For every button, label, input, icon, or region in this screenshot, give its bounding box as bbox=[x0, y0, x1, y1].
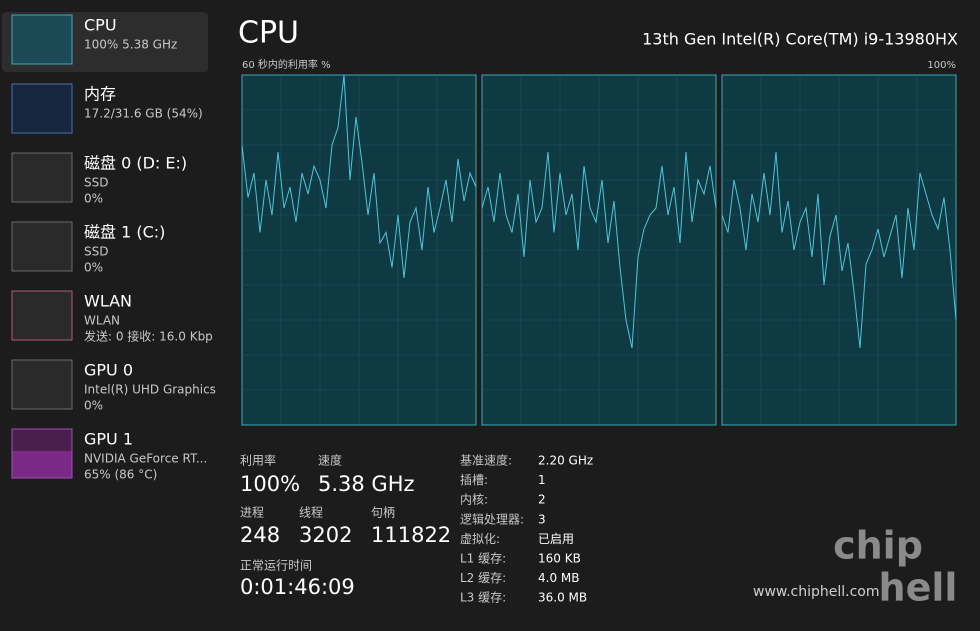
detail-value: 已启用 bbox=[538, 532, 574, 546]
stat-label: 线程 bbox=[299, 505, 323, 520]
detail-label: 基准速度: bbox=[460, 453, 512, 468]
detail-label: 虚拟化: bbox=[460, 532, 500, 546]
graph-label: 60 秒内的利用率 % bbox=[242, 58, 331, 71]
item-detail: 17.2/31.6 GB (54%) bbox=[84, 107, 203, 121]
item-detail: Intel(R) UHD Graphics bbox=[84, 383, 216, 397]
thumbnail bbox=[11, 221, 73, 272]
item-name: 磁盘 1 (C:) bbox=[84, 223, 165, 242]
item-name: CPU bbox=[84, 16, 117, 35]
detail-value: 160 KB bbox=[538, 552, 581, 566]
stat-value: 100% bbox=[240, 472, 300, 496]
detail-label: L2 缓存: bbox=[460, 571, 506, 585]
item-name: GPU 1 bbox=[84, 430, 133, 449]
detail-value: 4.0 MB bbox=[538, 571, 579, 585]
cpu-line bbox=[241, 74, 477, 279]
stat-value: 111822 bbox=[371, 523, 451, 547]
thumbnail bbox=[11, 152, 73, 203]
thumbnail bbox=[11, 83, 73, 134]
item-detail: 0% bbox=[84, 192, 103, 206]
item-name: 内存 bbox=[84, 85, 116, 104]
stat-label: 速度 bbox=[318, 453, 342, 468]
detail-label: 插槽: bbox=[460, 473, 488, 487]
detail-label: 内核: bbox=[460, 493, 488, 507]
thumbnail bbox=[11, 290, 73, 341]
item-detail: SSD bbox=[84, 176, 108, 190]
item-detail: WLAN bbox=[84, 314, 120, 328]
item-detail: 65% (86 °C) bbox=[84, 468, 157, 482]
stat-value: 248 bbox=[240, 523, 280, 547]
detail-value: 1 bbox=[538, 473, 546, 487]
logo: hell bbox=[879, 566, 958, 610]
cpu-line bbox=[721, 151, 957, 349]
item-detail: 发送: 0 接收: 16.0 Kbp bbox=[84, 329, 213, 344]
thumbnail bbox=[11, 14, 73, 65]
stat-label: 利用率 bbox=[240, 453, 276, 468]
detail-value: 2 bbox=[538, 493, 546, 507]
item-name: GPU 0 bbox=[84, 361, 133, 380]
logo: chip bbox=[833, 524, 923, 568]
stat-value: 3202 bbox=[299, 523, 352, 547]
detail-value: 2.20 GHz bbox=[538, 454, 593, 468]
item-detail: 0% bbox=[84, 261, 103, 275]
title: CPU bbox=[238, 16, 299, 51]
stat-label: 正常运行时间 bbox=[240, 559, 312, 573]
item-detail: SSD bbox=[84, 245, 108, 259]
thumbnail bbox=[11, 359, 73, 410]
stat-value: 0:01:46:09 bbox=[240, 575, 355, 599]
item-name: WLAN bbox=[84, 292, 132, 311]
stat-label: 句柄 bbox=[371, 506, 395, 520]
cpu-line bbox=[481, 151, 717, 349]
item-name: 磁盘 0 (D: E:) bbox=[84, 154, 187, 173]
detail-label: 逻辑处理器: bbox=[460, 512, 524, 526]
item-detail: 0% bbox=[84, 399, 103, 413]
cpu-model: 13th Gen Intel(R) Core(TM) i9-13980HX bbox=[642, 30, 958, 49]
stat-value: 5.38 GHz bbox=[318, 472, 415, 496]
item-detail: 100% 5.38 GHz bbox=[84, 38, 177, 52]
stat-label: 进程 bbox=[240, 505, 264, 520]
detail-value: 3 bbox=[538, 512, 546, 526]
item-detail: NVIDIA GeForce RT... bbox=[84, 452, 207, 466]
thumbnail-fill bbox=[12, 451, 72, 478]
watermark-url: www.chiphell.com bbox=[753, 584, 879, 600]
detail-label: L1 缓存: bbox=[460, 552, 506, 566]
detail-label: L3 缓存: bbox=[460, 591, 506, 605]
graph-max: 100% bbox=[927, 60, 956, 71]
detail-value: 36.0 MB bbox=[538, 591, 587, 605]
